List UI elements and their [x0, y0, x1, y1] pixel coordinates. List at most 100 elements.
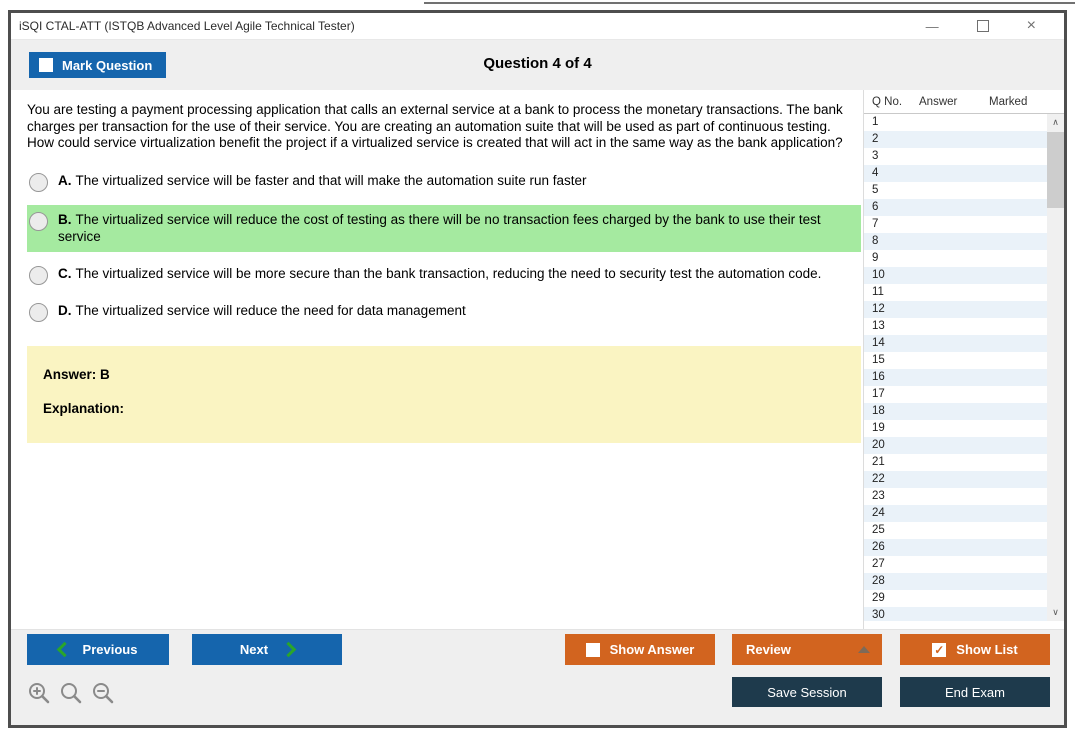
scroll-up-icon[interactable]: ∧ — [1052, 117, 1059, 127]
question-list-row[interactable]: 10 — [864, 267, 1047, 284]
chevron-left-icon — [56, 641, 72, 658]
question-list-scrollbar[interactable]: ∧ ∨ — [1047, 114, 1064, 621]
option-a-radio[interactable] — [29, 173, 48, 193]
scroll-down-icon[interactable]: ∨ — [1052, 607, 1059, 617]
question-list-row[interactable]: 14 — [864, 335, 1047, 352]
show-answer-label: Show Answer — [609, 642, 695, 657]
question-list-row[interactable]: 4 — [864, 165, 1047, 182]
explanation-label: Explanation: — [43, 400, 125, 416]
save-session-button[interactable]: Save Session — [732, 677, 882, 707]
show-answer-checkbox[interactable] — [585, 642, 600, 657]
option-c[interactable]: C. The virtualized service will be more s… — [27, 261, 861, 289]
maximize-icon[interactable] — [976, 20, 989, 32]
window-controls: — × — [926, 18, 1056, 34]
question-list-row[interactable]: 27 — [864, 556, 1047, 573]
show-list-button[interactable]: ✓ Show List — [900, 634, 1050, 665]
answer-label: Answer: B — [43, 366, 110, 382]
question-area: You are testing a payment processing app… — [11, 90, 863, 629]
end-exam-label: End Exam — [945, 684, 1005, 700]
window-title: iSQI CTAL-ATT (ISTQB Advanced Level Agil… — [19, 19, 355, 33]
content-area: You are testing a payment processing app… — [11, 90, 1064, 629]
question-list-row[interactable]: 15 — [864, 352, 1047, 369]
question-list-row[interactable]: 21 — [864, 454, 1047, 471]
previous-button[interactable]: Previous — [27, 634, 169, 665]
question-list-row[interactable]: 8 — [864, 233, 1047, 250]
app-window: iSQI CTAL-ATT (ISTQB Advanced Level Agil… — [8, 10, 1067, 728]
show-answer-button[interactable]: Show Answer — [565, 634, 715, 665]
chevron-right-icon — [280, 641, 297, 658]
question-list-row[interactable]: 5 — [864, 182, 1047, 199]
question-list-row[interactable]: 3 — [864, 148, 1047, 165]
title-bar: iSQI CTAL-ATT (ISTQB Advanced Level Agil… — [11, 13, 1064, 39]
option-text: The virtualized service will reduce the … — [58, 212, 821, 245]
review-dropdown[interactable]: Review — [732, 634, 882, 665]
mark-question-label: Mark Question — [62, 57, 153, 73]
review-label: Review — [746, 642, 791, 657]
question-list-row[interactable]: 22 — [864, 471, 1047, 488]
question-list-row[interactable]: 26 — [864, 539, 1047, 556]
dropdown-up-icon — [858, 646, 870, 653]
option-c-radio[interactable] — [29, 265, 48, 285]
screen-edge-artifact — [424, 2, 1075, 4]
option-text: The virtualized service will be faster a… — [75, 173, 587, 189]
minimize-icon[interactable]: — — [925, 18, 939, 34]
question-counter: Question 4 of 4 — [483, 55, 592, 72]
option-letter: C. — [58, 265, 72, 281]
next-button[interactable]: Next — [192, 634, 342, 665]
question-list-row[interactable]: 25 — [864, 522, 1047, 539]
question-list-row[interactable]: 6 — [864, 199, 1047, 216]
show-list-checkbox[interactable]: ✓ — [932, 642, 947, 657]
zoom-toolbar — [27, 681, 116, 706]
question-list-row[interactable]: 13 — [864, 318, 1047, 335]
previous-label: Previous — [82, 642, 138, 657]
question-list-row[interactable]: 16 — [864, 369, 1047, 386]
header-strip: Question 4 of 4 Mark Question — [11, 39, 1064, 90]
option-d[interactable]: D. The virtualized service will reduce th… — [27, 298, 861, 326]
zoom-out-icon[interactable] — [91, 681, 116, 706]
column-marked: Marked — [989, 95, 1028, 108]
question-list-row[interactable]: 28 — [864, 573, 1047, 590]
question-list-row[interactable]: 24 — [864, 505, 1047, 522]
question-list-row[interactable]: 30 — [864, 607, 1047, 621]
option-b-radio[interactable] — [29, 212, 48, 232]
column-answer: Answer — [919, 95, 958, 108]
option-letter: B. — [58, 212, 72, 228]
question-list-row[interactable]: 19 — [864, 420, 1047, 437]
option-d-radio[interactable] — [29, 302, 48, 322]
option-letter: D. — [58, 302, 72, 318]
mark-question-checkbox[interactable] — [39, 58, 53, 72]
show-list-label: Show List — [956, 642, 1018, 657]
options-group: A. The virtualized service will be faster… — [27, 168, 861, 326]
option-a[interactable]: A. The virtualized service will be faster… — [27, 168, 861, 196]
question-list-row[interactable]: 1 — [864, 114, 1047, 131]
question-list-row[interactable]: 17 — [864, 386, 1047, 403]
zoom-in-icon[interactable] — [27, 681, 52, 706]
footer-bar: Previous Next Show Answer Review ✓ Show … — [11, 629, 1064, 725]
question-list-panel: Q No. Answer Marked 1 2 3 4 5 6 7 8 9 10 11 12 13 14 1… — [863, 90, 1064, 629]
option-letter: A. — [58, 173, 72, 189]
question-list-row[interactable]: 2 — [864, 131, 1047, 148]
question-list-row[interactable]: 11 — [864, 284, 1047, 301]
column-qno: Q No. — [872, 95, 903, 108]
question-list-row[interactable]: 23 — [864, 488, 1047, 505]
question-list-row[interactable]: 9 — [864, 250, 1047, 267]
zoom-reset-icon[interactable] — [59, 681, 84, 706]
option-b[interactable]: B. The virtualized service will reduce th… — [27, 205, 861, 252]
question-text: You are testing a payment processing app… — [27, 102, 843, 151]
question-list-row[interactable]: 7 — [864, 216, 1047, 233]
next-label: Next — [239, 642, 269, 657]
question-list-row[interactable]: 12 — [864, 301, 1047, 318]
question-list-row[interactable]: 18 — [864, 403, 1047, 420]
end-exam-button[interactable]: End Exam — [900, 677, 1050, 707]
save-session-label: Save Session — [767, 684, 847, 700]
question-list-row[interactable]: 29 — [864, 590, 1047, 607]
answer-box: Answer: B Explanation: — [27, 345, 861, 443]
question-list-header: Q No. Answer Marked — [864, 90, 1064, 114]
question-list-row[interactable]: 20 — [864, 437, 1047, 454]
scrollbar-thumb[interactable] — [1047, 132, 1064, 208]
option-text: The virtualized service will reduce the … — [75, 302, 466, 318]
option-text: The virtualized service will be more sec… — [75, 265, 822, 281]
close-icon[interactable]: × — [1026, 17, 1036, 34]
question-list-body: 1 2 3 4 5 6 7 8 9 10 11 12 13 14 15 16 17 18 19 20 21 22 23 24 2… — [864, 114, 1047, 621]
mark-question-button[interactable]: Mark Question — [29, 52, 167, 78]
